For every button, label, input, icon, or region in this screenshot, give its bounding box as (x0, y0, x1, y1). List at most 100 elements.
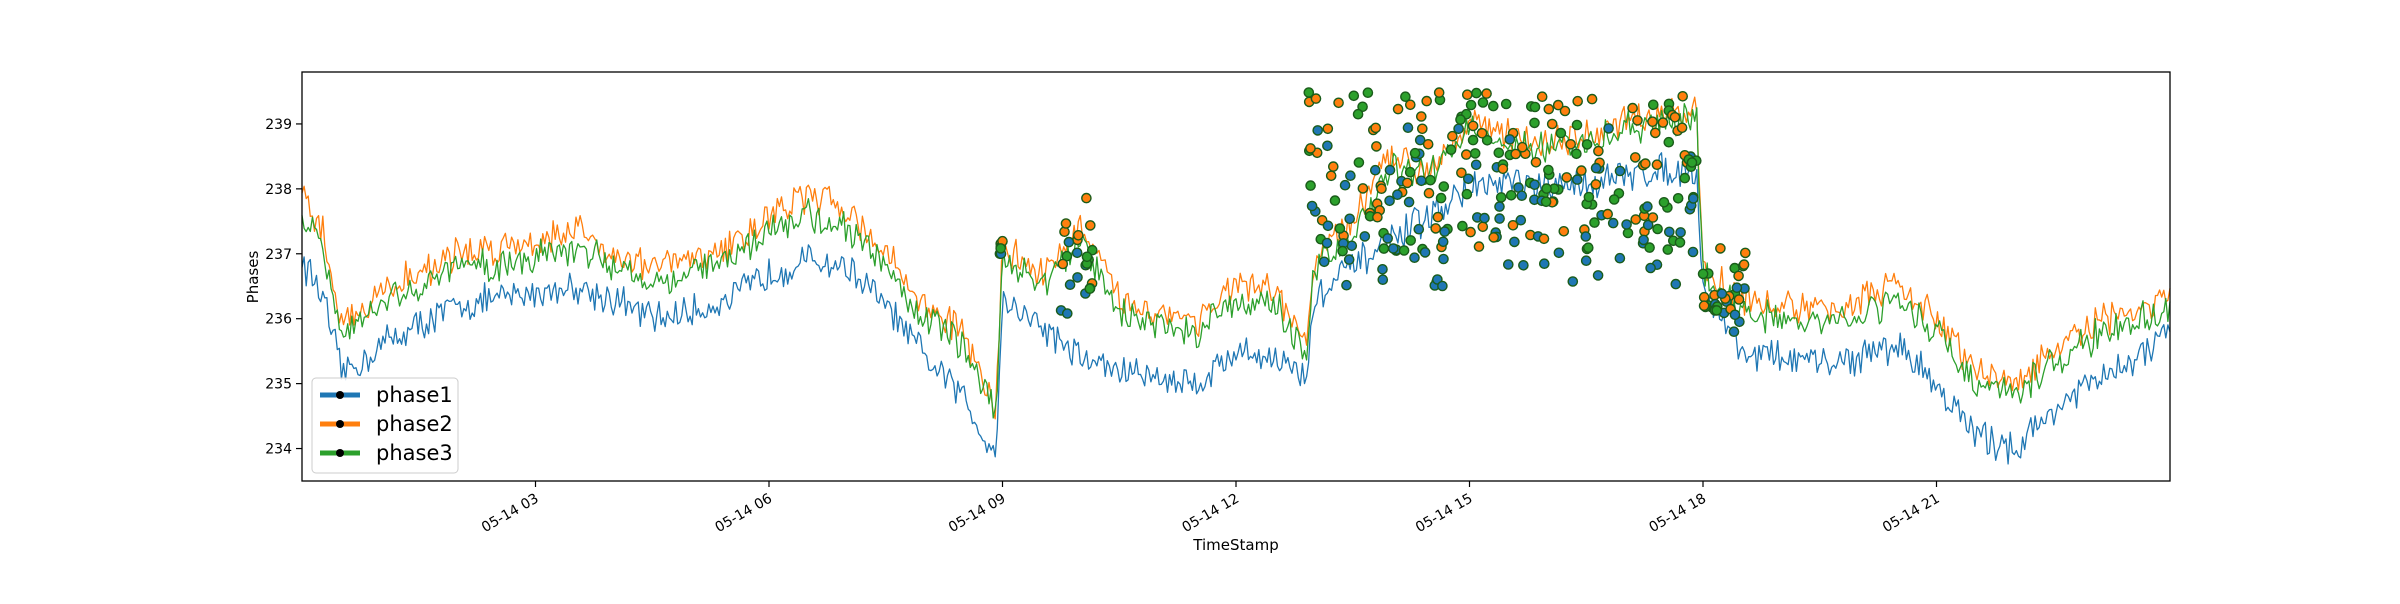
marker-point (1392, 189, 1403, 200)
x-axis-label: TimeStamp (1192, 536, 1278, 554)
marker-point (1062, 308, 1073, 319)
y-tick-label: 237 (265, 247, 292, 263)
marker-point (1603, 123, 1614, 134)
marker-point (1669, 112, 1681, 123)
marker-point (1414, 134, 1426, 146)
marker-point (1384, 195, 1395, 207)
series-line-phase1 (301, 152, 2171, 465)
marker-point (1572, 174, 1583, 185)
marker-point (1306, 200, 1318, 212)
legend-marker-phase1 (336, 391, 344, 399)
marker-point (1465, 99, 1477, 111)
marker-point (1507, 219, 1519, 231)
marker-point (1085, 220, 1096, 231)
marker-point (1553, 247, 1565, 259)
marker-point (1402, 122, 1414, 133)
marker-point (1621, 219, 1632, 230)
marker-point (1539, 258, 1550, 270)
marker-point (1679, 172, 1691, 184)
marker-point (1738, 259, 1750, 270)
marker-point (1416, 175, 1427, 187)
marker-point (1353, 157, 1365, 168)
marker-point (1676, 122, 1688, 134)
marker-point (1477, 97, 1489, 108)
marker-point (1463, 173, 1474, 185)
marker-point (1517, 141, 1528, 153)
marker-point (1630, 152, 1641, 163)
marker-layer (994, 87, 1751, 338)
marker-point (1581, 139, 1593, 150)
marker-point (1073, 229, 1084, 241)
marker-point (1593, 145, 1604, 157)
legend-marker-phase3 (336, 449, 344, 457)
marker-point (1576, 165, 1587, 176)
marker-point (1728, 326, 1740, 338)
marker-point (1688, 193, 1699, 204)
marker-point (1322, 140, 1333, 152)
marker-point (1543, 103, 1555, 115)
marker-point (1377, 274, 1389, 286)
marker-point (1648, 99, 1659, 111)
marker-point (1344, 213, 1355, 225)
marker-point (1515, 214, 1527, 226)
marker-point (1715, 243, 1726, 254)
x-axis: 05-14 03 05-14 06 05-14 09 05-14 12 05-14 15… (479, 481, 1943, 536)
marker-point (1473, 241, 1485, 252)
y-axis: 234 235 236 237 238 239 (265, 117, 302, 458)
marker-point (1404, 166, 1416, 178)
marker-point (1409, 147, 1421, 159)
marker-point (1647, 116, 1658, 127)
marker-point (1467, 134, 1479, 146)
marker-point (1495, 192, 1507, 203)
marker-point (1592, 270, 1604, 281)
marker-point (1465, 226, 1476, 238)
marker-point (1627, 102, 1638, 114)
marker-point (1471, 87, 1482, 99)
marker-point (1555, 127, 1567, 139)
y-axis-label: Phases (244, 251, 262, 304)
marker-point (1476, 127, 1488, 139)
marker-point (1657, 117, 1669, 128)
marker-point (1357, 183, 1369, 194)
marker-point (1435, 192, 1447, 204)
marker-point (1455, 114, 1466, 125)
marker-point (1445, 144, 1457, 155)
marker-point (1586, 93, 1598, 105)
marker-point (1413, 223, 1425, 235)
marker-point (1698, 300, 1710, 312)
marker-point (1322, 123, 1334, 135)
marker-point (1437, 236, 1449, 248)
marker-point (1405, 99, 1416, 111)
marker-point (1497, 163, 1509, 175)
marker-point (1084, 283, 1096, 295)
legend-label-phase2: phase2 (376, 412, 453, 436)
marker-point (1325, 170, 1337, 182)
marker-point (1580, 255, 1592, 267)
marker-point (1430, 223, 1441, 234)
marker-point (1546, 118, 1558, 130)
marker-point (1670, 278, 1682, 290)
marker-point (1540, 196, 1552, 208)
x-tick-label: 05-14 18 (1646, 491, 1709, 536)
marker-point (1565, 138, 1576, 150)
marker-point (1638, 234, 1649, 246)
marker-point (1740, 247, 1751, 259)
marker-point (1602, 208, 1613, 220)
marker-point (1651, 159, 1663, 170)
marker-point (1677, 91, 1688, 102)
marker-point (1341, 279, 1352, 291)
marker-point (1362, 87, 1374, 98)
marker-point (1071, 247, 1083, 259)
marker-point (1388, 243, 1399, 254)
marker-point (1503, 259, 1514, 270)
marker-point (1339, 179, 1351, 191)
marker-point (1462, 89, 1473, 100)
marker-point (1711, 305, 1722, 316)
marker-point (1567, 276, 1579, 287)
marker-point (1419, 247, 1431, 258)
marker-point (1652, 223, 1663, 235)
marker-point (1352, 108, 1364, 120)
marker-point (1561, 172, 1572, 183)
marker-point (1488, 232, 1499, 243)
